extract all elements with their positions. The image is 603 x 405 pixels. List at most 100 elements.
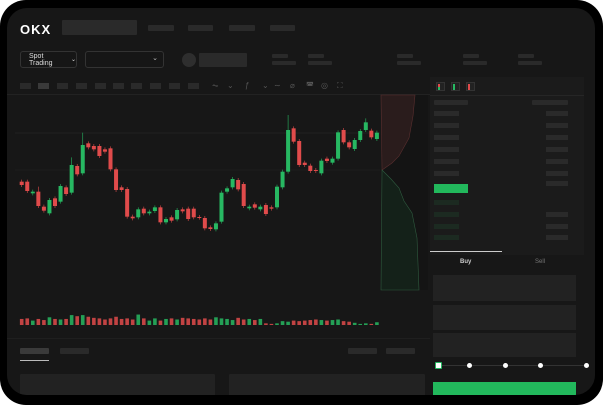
search-bar[interactable]: [62, 20, 137, 35]
chevron-down-icon[interactable]: ⌄: [227, 81, 234, 90]
total-input[interactable]: [433, 333, 576, 357]
candle-down: [108, 148, 113, 170]
filter-button[interactable]: [348, 348, 377, 354]
interval-button[interactable]: [131, 83, 142, 89]
candlestick-chart[interactable]: [7, 8, 595, 395]
volume-bar: [308, 320, 313, 325]
settings-icon[interactable]: ◎: [321, 81, 328, 90]
candle-up: [319, 160, 324, 174]
market-type-label: Spot Trading: [29, 52, 53, 67]
orderbook-buy-icon[interactable]: [451, 82, 460, 91]
interval-button-active[interactable]: [38, 83, 49, 89]
last-price: [434, 184, 468, 193]
order-book: [430, 77, 584, 255]
price-input[interactable]: [433, 275, 576, 301]
interval-button[interactable]: [95, 83, 106, 89]
interval-button[interactable]: [169, 83, 180, 89]
slider-stop-100[interactable]: [584, 363, 589, 368]
volume-bar: [47, 317, 52, 325]
tab-buy[interactable]: Buy: [460, 259, 472, 265]
candle-up: [374, 132, 379, 139]
bid-row-price[interactable]: [434, 235, 459, 240]
camera-icon[interactable]: ◚: [306, 81, 314, 90]
nav-item[interactable]: [188, 25, 213, 31]
nav-item[interactable]: [229, 25, 255, 31]
coin-icon: [182, 53, 196, 67]
pair-dropdown[interactable]: ⌄: [85, 51, 164, 68]
slider-stop-50[interactable]: [503, 363, 508, 368]
fullscreen-icon[interactable]: ⛶: [337, 81, 343, 90]
ask-row-amount[interactable]: [546, 159, 568, 164]
stat-label: [518, 54, 534, 58]
ask-row-price[interactable]: [434, 135, 459, 140]
nav-item[interactable]: [148, 25, 174, 31]
candle-up: [225, 188, 230, 192]
ask-row-amount[interactable]: [546, 147, 568, 152]
volume-bar: [119, 318, 124, 325]
bid-row-amount[interactable]: [546, 224, 568, 229]
volume-bar: [230, 320, 235, 325]
ask-row-amount[interactable]: [546, 135, 568, 140]
ask-row-price[interactable]: [434, 123, 459, 128]
bid-row-price[interactable]: [434, 200, 459, 205]
bid-row-price[interactable]: [434, 212, 459, 217]
okx-logo[interactable]: OKX: [20, 22, 52, 37]
volume-bar: [175, 319, 179, 325]
indicator-icon[interactable]: ƒ: [245, 81, 250, 90]
bid-row-amount[interactable]: [546, 212, 568, 217]
volume-bar: [197, 319, 202, 325]
bid-row-price[interactable]: [434, 224, 459, 229]
tab-open-orders[interactable]: [20, 348, 49, 354]
volume-bar: [147, 320, 152, 325]
volume-bar: [280, 321, 285, 325]
chevron-down-icon[interactable]: ⌄: [262, 81, 269, 90]
amount-slider[interactable]: [438, 365, 588, 366]
draw-tool-icon[interactable]: ⌀: [290, 81, 295, 90]
ask-row-price[interactable]: [434, 147, 459, 152]
filter-button[interactable]: [386, 348, 415, 354]
candle-up: [136, 209, 141, 218]
amount-input[interactable]: [433, 305, 576, 330]
volume-bar: [69, 315, 74, 325]
ask-row-amount[interactable]: [546, 171, 568, 176]
ask-row-amount[interactable]: [546, 123, 568, 128]
volume-bar: [75, 316, 79, 325]
ask-row-amount[interactable]: [546, 181, 568, 186]
bid-row-amount[interactable]: [546, 235, 568, 240]
line-tool-icon[interactable]: ∼: [274, 81, 281, 90]
ask-row-price[interactable]: [434, 111, 459, 116]
buy-submit-button[interactable]: [433, 382, 576, 395]
tab-order-history[interactable]: [60, 348, 89, 354]
candle-up: [80, 145, 85, 174]
interval-button[interactable]: [113, 83, 124, 89]
ask-row-price[interactable]: [434, 159, 459, 164]
candle-type-icon[interactable]: ⏦: [212, 81, 219, 90]
tab-sell[interactable]: Sell: [535, 259, 546, 265]
volume-bar: [42, 320, 46, 325]
interval-button[interactable]: [150, 83, 161, 89]
stat-value: [397, 61, 421, 65]
orderbook-sell-icon[interactable]: [466, 82, 475, 91]
stat-value: [518, 61, 542, 65]
interval-button[interactable]: [76, 83, 87, 89]
candle-up: [247, 206, 252, 209]
slider-handle[interactable]: [435, 362, 442, 369]
slider-stop-25[interactable]: [467, 363, 472, 368]
candle-up: [219, 192, 224, 222]
orderbook-both-icon[interactable]: [436, 82, 445, 91]
market-type-dropdown[interactable]: Spot Trading ⌄: [20, 51, 77, 68]
interval-button[interactable]: [57, 83, 68, 89]
nav-item[interactable]: [270, 25, 295, 31]
candle-down: [36, 191, 41, 206]
interval-button[interactable]: [20, 83, 31, 89]
asset-card: [229, 374, 425, 395]
candle-down: [119, 187, 124, 190]
candle-down: [347, 142, 352, 148]
stat-value: [308, 61, 332, 65]
interval-button[interactable]: [188, 83, 199, 89]
slider-stop-75[interactable]: [538, 363, 543, 368]
ask-row-price[interactable]: [434, 171, 459, 176]
stat-value: [272, 61, 296, 65]
volume-bar: [203, 318, 207, 325]
ask-row-amount[interactable]: [546, 111, 568, 116]
